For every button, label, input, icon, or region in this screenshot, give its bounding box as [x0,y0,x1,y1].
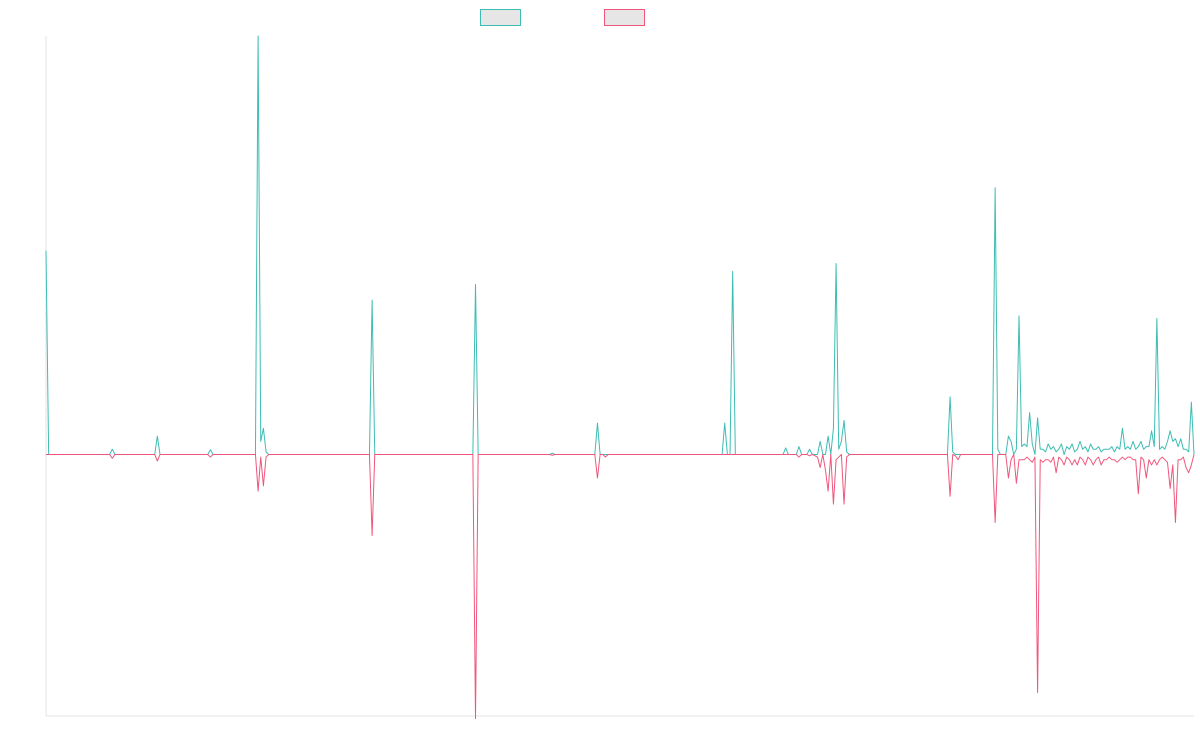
legend [480,9,645,26]
series-line-1 [45,35,1195,455]
legend-item-1[interactable] [480,9,521,26]
legend-swatch-2 [604,9,645,26]
legend-swatch-1 [480,9,521,26]
legend-item-2[interactable] [604,9,645,26]
axes [45,36,1194,717]
series-line-2 [46,453,1195,720]
plot-area [45,35,1195,720]
